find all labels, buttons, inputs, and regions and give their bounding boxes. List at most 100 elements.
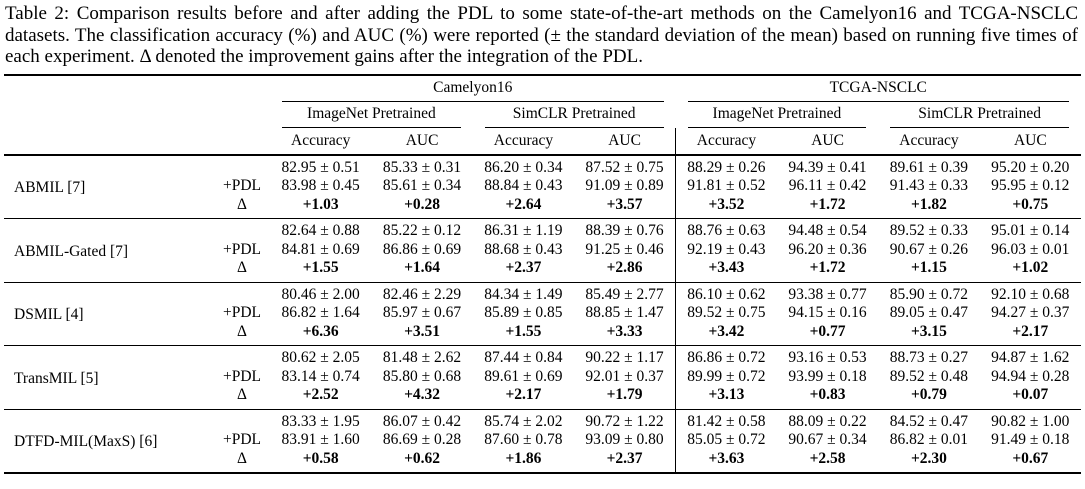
metric-value-cell: 96.11 ± 0.42 <box>788 177 867 194</box>
row-variant-label: Δ <box>237 322 247 340</box>
metric-value-cell: 89.61 ± 0.39 <box>889 158 969 176</box>
paper-page: Table 2: Comparison results before and a… <box>0 3 1085 489</box>
table-row: Δ +6.36 +3.51 +1.55 +3.33 +3.42 +0.77 +3.15 +2.1… <box>4 322 1081 346</box>
pretraining-header-label: SimCLR Pretrained <box>484 102 664 128</box>
delta-value-cell: +1.82 <box>910 195 947 213</box>
metric-header-accuracy: Accuracy <box>878 127 980 156</box>
delta-value-cell: +1.03 <box>302 195 339 213</box>
metric-value-cell: 83.98 ± 0.45 <box>281 177 360 194</box>
metric-value-cell: 87.52 ± 0.75 <box>585 158 664 176</box>
delta-value-cell: +2.58 <box>809 449 846 467</box>
metric-value-cell: 94.87 ± 1.62 <box>979 345 1081 368</box>
row-variant-label: +PDL <box>222 177 262 194</box>
metric-value-cell: 90.72 ± 1.22 <box>574 408 676 431</box>
pretraining-header-camelyon16-imagenet: ImageNet Pretrained <box>270 102 473 128</box>
method-name: DSMIL [4] <box>4 281 214 346</box>
delta-value-cell: +0.77 <box>809 322 846 340</box>
table-row: Δ +0.58 +0.62 +1.86 +2.37 +3.63 +2.58 +2.30 +0.6… <box>4 449 1081 473</box>
delta-value-cell: +0.75 <box>1012 195 1049 213</box>
delta-value-cell: +2.30 <box>910 449 947 467</box>
delta-value-cell: +1.15 <box>910 259 947 276</box>
metric-header-row: Accuracy AUC Accuracy AUC Accuracy AUC A… <box>4 127 1081 156</box>
metric-header-auc: AUC <box>371 127 473 156</box>
metric-value-cell: 86.86 ± 0.72 <box>674 345 777 368</box>
results-table: Camelyon16 TCGA-NSCLC ImageNet Pretraine… <box>4 73 1082 474</box>
metric-header-accuracy: Accuracy <box>472 127 575 156</box>
metric-value-cell: 87.60 ± 0.78 <box>484 431 563 448</box>
metric-value-cell: 86.82 ± 1.64 <box>281 304 360 321</box>
metric-value-cell: 87.44 ± 0.84 <box>472 345 575 368</box>
header-spacer <box>4 127 270 156</box>
table-row: +PDL 83.98 ± 0.45 85.61 ± 0.34 88.84 ± 0.43… <box>4 177 1081 196</box>
metric-value-cell: 94.94 ± 0.28 <box>991 367 1070 385</box>
delta-value-cell: +1.02 <box>1012 259 1049 276</box>
row-variant-label: Δ <box>237 195 247 213</box>
metric-header-accuracy: Accuracy <box>674 127 777 156</box>
metric-value-cell: 88.39 ± 0.76 <box>574 218 676 241</box>
metric-value-cell: 88.73 ± 0.27 <box>878 345 980 368</box>
row-variant-label <box>214 345 270 368</box>
metric-value-cell: 91.43 ± 0.33 <box>889 177 969 194</box>
delta-value-cell: +0.28 <box>404 195 441 213</box>
dataset-header-tcga-nsclc: TCGA-NSCLC <box>676 75 1082 102</box>
table-row: +PDL 83.91 ± 1.60 86.69 ± 0.28 87.60 ± 0.78… <box>4 431 1081 450</box>
metric-value-cell: 85.74 ± 2.02 <box>472 408 575 431</box>
delta-value-cell: +2.52 <box>302 386 339 403</box>
delta-value-cell: +3.13 <box>674 386 777 409</box>
metric-value-cell: 93.09 ± 0.80 <box>585 431 664 448</box>
row-variant-label: Δ <box>237 259 247 276</box>
row-variant-label: Δ <box>237 449 247 467</box>
row-variant-label: Δ <box>237 386 247 403</box>
metric-value-cell: 89.52 ± 0.75 <box>674 304 777 323</box>
metric-value-cell: 82.64 ± 0.88 <box>270 218 372 241</box>
pretraining-group-row: ImageNet Pretrained SimCLR Pretrained Im… <box>4 102 1081 128</box>
pretraining-header-label: ImageNet Pretrained <box>687 102 867 128</box>
metric-value-cell: 96.20 ± 0.36 <box>788 240 867 258</box>
metric-value-cell: 93.38 ± 0.77 <box>776 281 879 304</box>
dataset-header-camelyon16: Camelyon16 <box>270 75 676 102</box>
metric-value-cell: 89.52 ± 0.33 <box>878 218 980 241</box>
metric-value-cell: 85.80 ± 0.68 <box>382 367 462 385</box>
delta-value-cell: +0.79 <box>910 386 947 403</box>
metric-value-cell: 85.33 ± 0.31 <box>382 158 462 176</box>
pretraining-header-label: SimCLR Pretrained <box>890 102 1069 128</box>
delta-value-cell: +1.64 <box>404 259 441 276</box>
delta-value-cell: +0.07 <box>1012 386 1049 403</box>
metric-value-cell: 86.20 ± 0.34 <box>484 158 563 176</box>
metric-value-cell: 80.46 ± 2.00 <box>270 281 372 304</box>
pretraining-header-tcga-simclr: SimCLR Pretrained <box>878 102 1081 128</box>
metric-value-cell: 90.82 ± 1.00 <box>979 408 1081 431</box>
results-table-body: ABMIL [7] 82.95 ± 0.51 85.33 ± 0.31 86.20 ±… <box>4 154 1081 473</box>
metric-value-cell: 85.89 ± 0.85 <box>484 304 563 321</box>
metric-value-cell: 89.05 ± 0.47 <box>889 304 969 321</box>
delta-value-cell: +1.55 <box>505 322 542 340</box>
metric-value-cell: 86.69 ± 0.28 <box>382 431 462 448</box>
metric-value-cell: 81.48 ± 2.62 <box>371 345 473 368</box>
delta-value-cell: +6.36 <box>302 322 339 340</box>
pretraining-header-label: ImageNet Pretrained <box>282 102 461 128</box>
row-variant-label <box>214 218 270 241</box>
table-row: +PDL 84.81 ± 0.69 86.86 ± 0.69 88.68 ± 0.43… <box>4 240 1081 259</box>
metric-value-cell: 96.03 ± 0.01 <box>991 240 1070 258</box>
delta-value-cell: +3.51 <box>404 322 441 340</box>
method-name: DTFD-MIL(MaxS) [6] <box>4 408 214 473</box>
delta-value-cell: +3.57 <box>606 195 643 213</box>
delta-value-cell: +1.79 <box>606 386 643 403</box>
metric-value-cell: 92.10 ± 0.68 <box>979 281 1081 304</box>
method-name: ABMIL [7] <box>14 179 86 196</box>
metric-value-cell: 95.01 ± 0.14 <box>979 218 1081 241</box>
table-row: DTFD-MIL(MaxS) [6] 83.33 ± 1.95 86.07 ± 0.… <box>4 408 1081 473</box>
delta-value-cell: +1.72 <box>809 195 846 213</box>
metric-value-cell: 84.52 ± 0.47 <box>878 408 980 431</box>
method-name: TransMIL [5] <box>4 345 214 409</box>
metric-value-cell: 88.29 ± 0.26 <box>674 154 777 177</box>
row-variant-label <box>214 408 270 431</box>
delta-value-cell: +2.17 <box>505 386 542 403</box>
table-row: +PDL 83.14 ± 0.74 85.80 ± 0.68 89.61 ± 0.69… <box>4 367 1081 386</box>
table-row: TransMIL [5] 80.62 ± 2.05 81.48 ± 2.62 87.4… <box>4 345 1081 409</box>
metric-value-cell: 88.85 ± 1.47 <box>585 304 664 321</box>
metric-value-cell: 82.46 ± 2.29 <box>371 281 473 304</box>
delta-value-cell: +4.32 <box>404 386 441 403</box>
metric-value-cell: 90.22 ± 1.17 <box>574 345 676 368</box>
metric-value-cell: 90.67 ± 0.34 <box>788 431 867 448</box>
